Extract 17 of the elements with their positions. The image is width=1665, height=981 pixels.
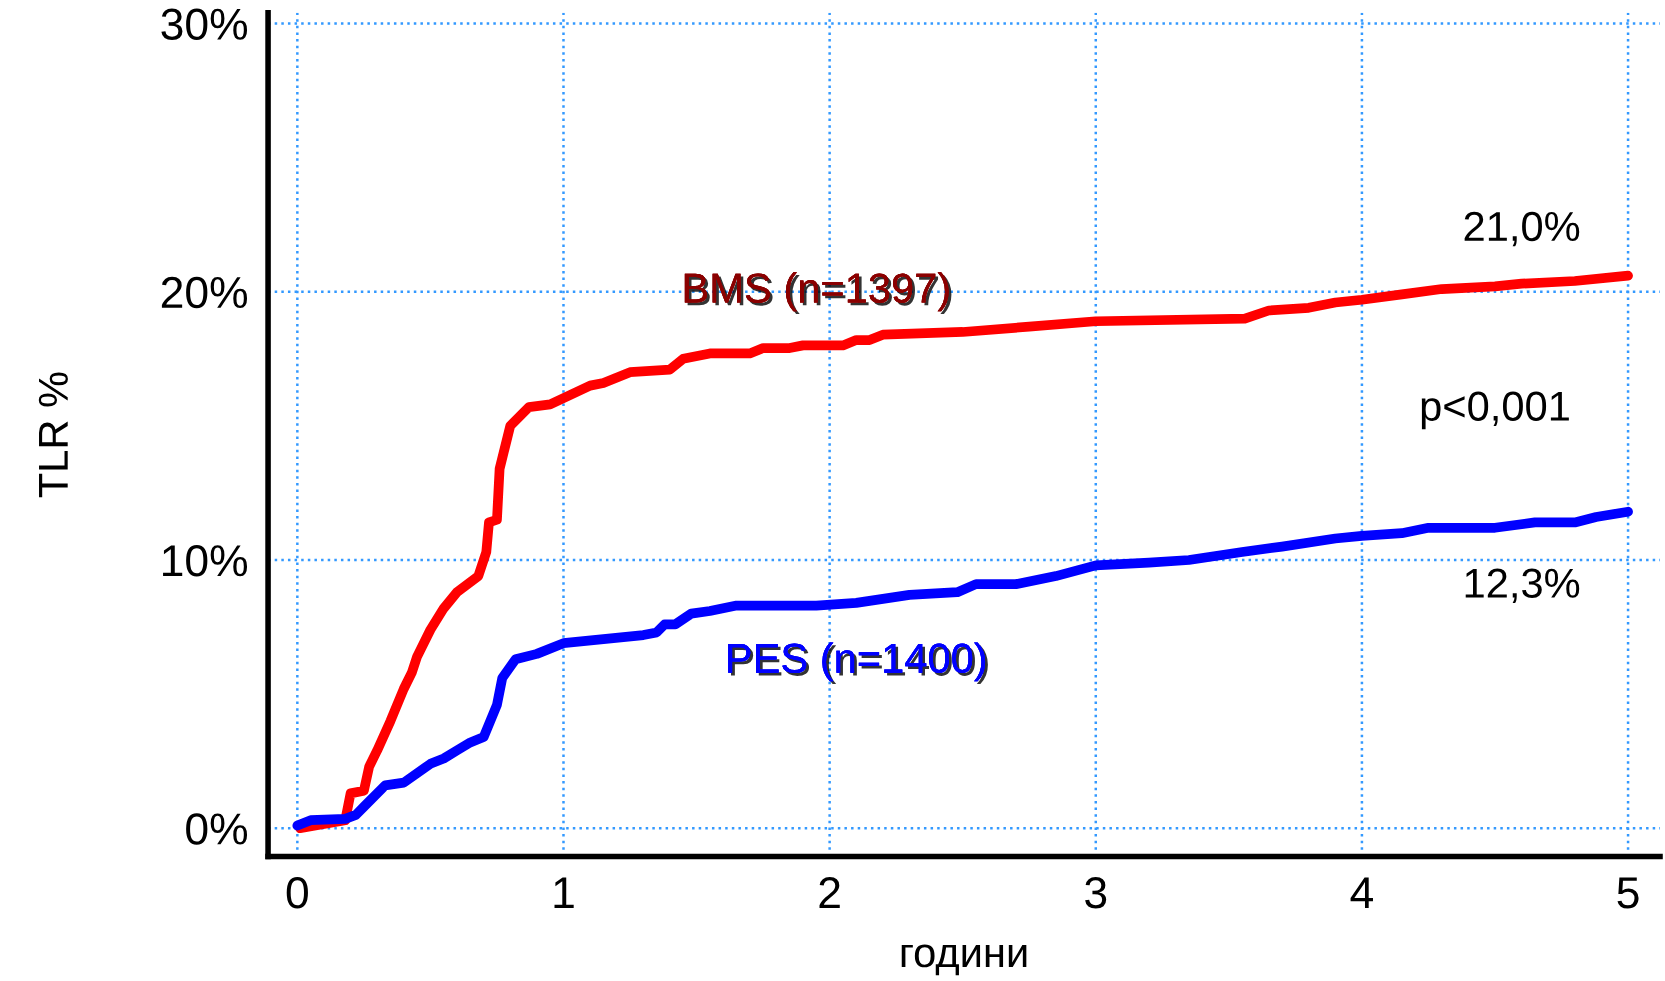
x-tick-label: 4 — [1350, 877, 1373, 909]
series-label: BMS (n=1397) — [684, 272, 952, 314]
x-tick-label: 3 — [1085, 877, 1107, 909]
y-axis-title: TLR % — [38, 372, 68, 498]
annotation: 21,0% — [1464, 211, 1580, 247]
x-tick-label: 1 — [554, 877, 574, 909]
annotation: 12,3% — [1465, 568, 1580, 603]
series-label: PES (n=1400) — [728, 642, 988, 685]
y-tick-label: 30% — [161, 8, 248, 41]
x-tick-label: 2 — [819, 877, 840, 909]
annotation: p<0,001 — [1421, 391, 1569, 430]
x-tick-label: 5 — [1617, 877, 1639, 909]
y-tick-label: 10% — [163, 545, 248, 577]
x-tick-label: 0 — [286, 877, 308, 909]
y-tick-label: 20% — [161, 276, 248, 309]
x-axis-title: години — [901, 944, 1027, 976]
y-tick-label: 0% — [186, 813, 248, 845]
